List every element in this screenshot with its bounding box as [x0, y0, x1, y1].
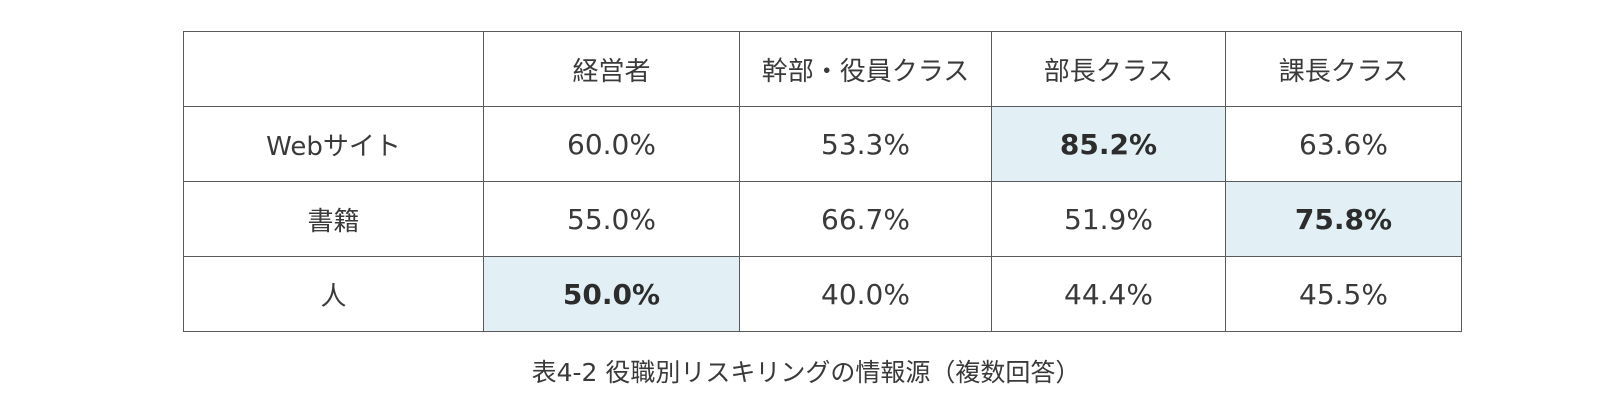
header-cell-corner — [183, 31, 484, 107]
header-row: 経営者 幹部・役員クラス 部長クラス 課長クラス — [183, 31, 1462, 107]
table-cell: 53.3% — [739, 106, 992, 182]
row-label-website: Webサイト — [183, 106, 484, 182]
table-cell: 60.0% — [483, 106, 740, 182]
table-cell: 55.0% — [483, 181, 740, 257]
header-cell-department-manager: 部長クラス — [991, 31, 1226, 107]
table-cell: 63.6% — [1225, 106, 1462, 182]
header-cell-executive: 経営者 — [483, 31, 740, 107]
table-caption: 表4-2 役職別リスキリングの情報源（複数回答） — [531, 358, 1081, 387]
table-cell: 40.0% — [739, 256, 992, 332]
table-cell-highlight: 75.8% — [1225, 181, 1462, 257]
row-label-people: 人 — [183, 256, 484, 332]
table-cell: 44.4% — [991, 256, 1226, 332]
table-cell: 51.9% — [991, 181, 1226, 257]
header-cell-officer: 幹部・役員クラス — [739, 31, 992, 107]
results-table: 経営者 幹部・役員クラス 部長クラス 課長クラス Webサイト 60.0% 53… — [183, 31, 1462, 332]
header-cell-section-manager: 課長クラス — [1225, 31, 1462, 107]
table-row: 書籍 55.0% 66.7% 51.9% 75.8% — [183, 181, 1462, 257]
table-row: 人 50.0% 40.0% 44.4% 45.5% — [183, 256, 1462, 332]
table-cell: 45.5% — [1225, 256, 1462, 332]
table-cell: 66.7% — [739, 181, 992, 257]
table-row: Webサイト 60.0% 53.3% 85.2% 63.6% — [183, 106, 1462, 182]
row-label-books: 書籍 — [183, 181, 484, 257]
table-cell-highlight: 50.0% — [483, 256, 740, 332]
table-cell-highlight: 85.2% — [991, 106, 1226, 182]
